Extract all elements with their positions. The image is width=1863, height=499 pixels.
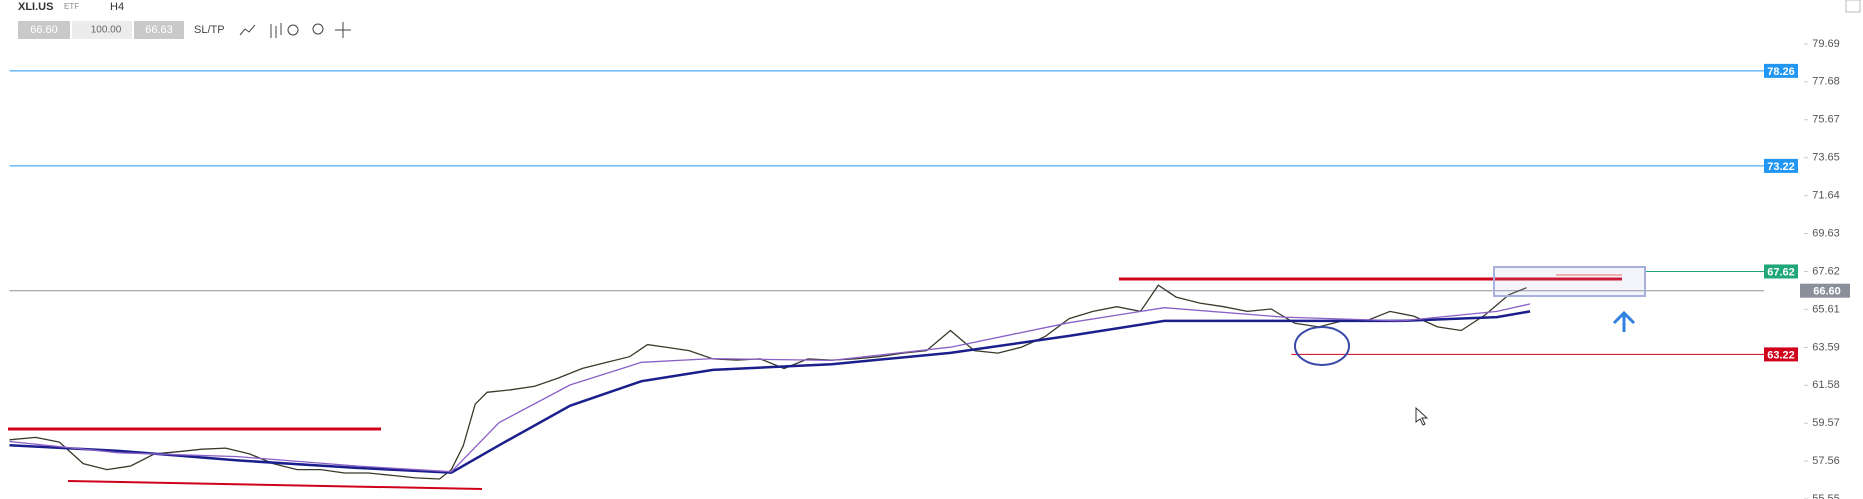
- series-line: [9, 284, 1527, 480]
- zoom-out[interactable]: [287, 24, 299, 36]
- arrow: [1612, 310, 1636, 332]
- window-button[interactable]: [1845, 0, 1861, 13]
- y-tick-label: 77.68: [1812, 76, 1840, 88]
- rectangle: [1493, 266, 1646, 297]
- level-label: 63.22: [1767, 349, 1795, 361]
- level-label-bg: [1764, 158, 1798, 173]
- level-label-bg: [1764, 63, 1798, 78]
- sell-button[interactable]: [18, 21, 70, 39]
- y-tick-label: 71.64: [1812, 190, 1840, 202]
- ellipse: [1294, 326, 1350, 366]
- y-tick-label: 55.55: [1812, 493, 1840, 499]
- y-tick-label: 61.58: [1812, 379, 1840, 391]
- cursor: [1415, 406, 1429, 426]
- instrument-type: ETF: [64, 2, 79, 11]
- series-line: [9, 310, 1531, 474]
- series-line: [9, 303, 1531, 473]
- y-tick-label: 63.59: [1812, 341, 1840, 353]
- symbol[interactable]: XLI.US: [18, 1, 53, 13]
- y-tick-label: 69.63: [1812, 227, 1840, 239]
- buy-button[interactable]: [134, 21, 184, 39]
- volume: 100.00: [91, 25, 122, 36]
- y-tick-label: 57.56: [1812, 455, 1840, 467]
- level-label: 73.22: [1767, 161, 1795, 173]
- trend-line: [67, 480, 483, 490]
- y-tick-label: 79.69: [1812, 38, 1840, 50]
- line-icon[interactable]: [239, 24, 256, 36]
- crosshair[interactable]: [335, 22, 351, 38]
- volume-input[interactable]: [72, 21, 132, 39]
- bid-price: 66.60: [30, 24, 58, 36]
- y-tick-label: 75.67: [1812, 114, 1840, 126]
- zoom-in[interactable]: [312, 23, 324, 35]
- sl-tp[interactable]: SL/TP: [194, 24, 225, 36]
- y-tick-label: 65.61: [1812, 303, 1840, 315]
- timeframe[interactable]: H4: [110, 1, 124, 13]
- level-label-bg: [1764, 264, 1798, 279]
- level-label: 78.26: [1767, 66, 1795, 78]
- level-label: 66.60: [1813, 286, 1841, 298]
- level-label-bg: [1764, 347, 1798, 362]
- level-label-bg: [1800, 283, 1850, 298]
- y-tick-label: 67.62: [1812, 265, 1840, 277]
- y-tick-label: 73.65: [1812, 152, 1840, 164]
- level-label: 67.62: [1767, 266, 1795, 278]
- ask-price: 66.63: [145, 24, 173, 36]
- y-tick-label: 59.57: [1812, 417, 1840, 429]
- drawings: [8, 266, 1646, 490]
- toolbar: XLI.US ETF H4 66.60 100.00 66.63 SL/TP: [18, 0, 1861, 39]
- chart-type-icon[interactable]: [270, 23, 282, 38]
